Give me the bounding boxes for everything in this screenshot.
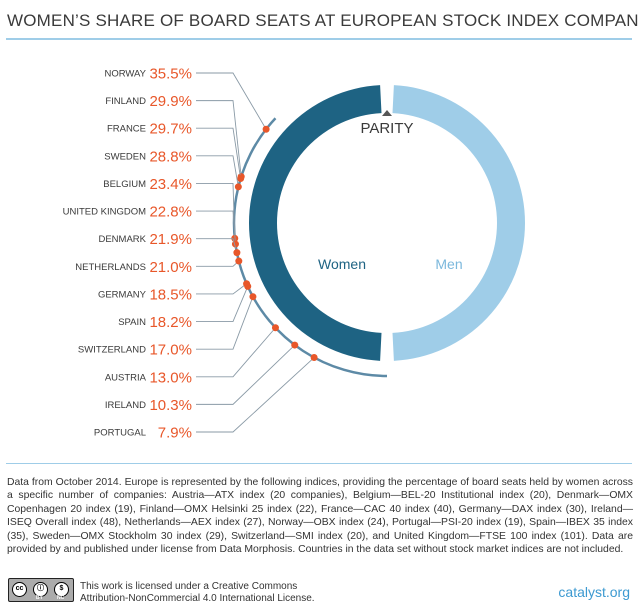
- leader-line-denmark: [196, 238, 238, 253]
- data-dot-austria: [271, 324, 279, 332]
- nc-dollar-icon: $: [54, 582, 69, 597]
- country-label-spain: SPAIN: [118, 317, 146, 328]
- by-person-icon: ⓘ: [33, 582, 48, 597]
- leader-line-austria: [196, 327, 276, 378]
- value-label-norway: 35.5%: [149, 66, 192, 83]
- value-label-spain: 18.2%: [149, 314, 192, 331]
- data-dot-norway: [262, 125, 270, 133]
- country-label-austria: AUSTRIA: [105, 372, 147, 383]
- data-dot-spain: [244, 282, 252, 290]
- country-label-belgium: BELGIUM: [103, 179, 146, 190]
- data-dot-netherlands: [235, 257, 243, 265]
- data-dot-sweden: [234, 183, 242, 191]
- value-label-germany: 18.5%: [149, 286, 192, 303]
- value-label-denmark: 21.9%: [149, 231, 192, 248]
- country-label-netherlands: NETHERLANDS: [75, 262, 146, 273]
- creative-commons-badge[interactable]: cc ⓘ $ BY NC: [8, 578, 74, 602]
- women-label: Women: [318, 256, 366, 272]
- cc-icon: cc: [12, 582, 27, 597]
- men-label: Men: [435, 256, 462, 272]
- country-label-france: FRANCE: [107, 124, 146, 135]
- leader-line-sweden: [196, 155, 239, 187]
- value-label-sweden: 28.8%: [149, 148, 192, 165]
- data-note: Data from October 2014. Europe is repres…: [7, 477, 633, 556]
- value-label-finland: 29.9%: [149, 93, 192, 110]
- value-label-portugal: 7.9%: [158, 425, 192, 442]
- site-link[interactable]: catalyst.org: [558, 584, 630, 600]
- leader-line-portugal: [196, 357, 315, 433]
- country-label-denmark: DENMARK: [98, 234, 146, 245]
- women-segment: [248, 85, 382, 361]
- data-dot-france: [237, 174, 245, 182]
- bottom-divider: [6, 463, 632, 464]
- country-label-united-kingdom: UNITED KINGDOM: [63, 207, 146, 218]
- chart-title: WOMEN’S SHARE OF BOARD SEATS AT EUROPEAN…: [7, 11, 638, 30]
- badge-nc-label: NC: [57, 595, 65, 601]
- data-dot-denmark: [233, 249, 241, 257]
- top-divider: [6, 38, 632, 40]
- value-label-belgium: 23.4%: [149, 176, 192, 193]
- leader-line-netherlands: [196, 260, 240, 267]
- parity-label: PARITY: [360, 120, 413, 137]
- value-label-austria: 13.0%: [149, 369, 192, 386]
- country-label-norway: NORWAY: [104, 69, 146, 80]
- parity-marker: [382, 110, 392, 116]
- leader-line-belgium: [196, 183, 236, 239]
- country-label-sweden: SWEDEN: [104, 151, 146, 162]
- men-segment: [392, 85, 526, 361]
- country-label-switzerland: SWITZERLAND: [78, 345, 146, 356]
- data-dot-ireland: [291, 341, 299, 349]
- country-label-ireland: IRELAND: [105, 400, 146, 411]
- leader-line-spain: [196, 286, 249, 322]
- data-dot-portugal: [310, 354, 318, 362]
- license-text[interactable]: This work is licensed under a Creative C…: [80, 581, 315, 605]
- leader-line-united-kingdom: [196, 210, 236, 245]
- leader-line-finland: [196, 100, 242, 177]
- leader-line-switzerland: [196, 296, 254, 350]
- value-label-switzerland: 17.0%: [149, 342, 192, 359]
- value-label-netherlands: 21.0%: [149, 259, 192, 276]
- value-label-ireland: 10.3%: [149, 397, 192, 414]
- license-line-1: This work is licensed under a Creative C…: [80, 581, 298, 592]
- value-label-france: 29.7%: [149, 121, 192, 138]
- badge-by-label: BY: [36, 595, 43, 601]
- leader-line-ireland: [196, 344, 296, 405]
- license-line-2: Attribution-NonCommercial 4.0 Internatio…: [80, 593, 315, 604]
- country-label-portugal: PORTUGAL: [94, 428, 146, 439]
- leader-line-germany: [196, 283, 247, 295]
- country-label-finland: FINLAND: [105, 96, 146, 107]
- board-seats-chart: PARITY Women Men NORWAY 35.5% FINLAND 29.9% FRA…: [63, 66, 526, 442]
- leader-line-france: [196, 127, 242, 179]
- country-label-germany: GERMANY: [98, 289, 147, 300]
- data-dot-switzerland: [249, 293, 257, 301]
- leader-line-norway: [196, 72, 267, 130]
- value-label-united-kingdom: 22.8%: [149, 204, 192, 221]
